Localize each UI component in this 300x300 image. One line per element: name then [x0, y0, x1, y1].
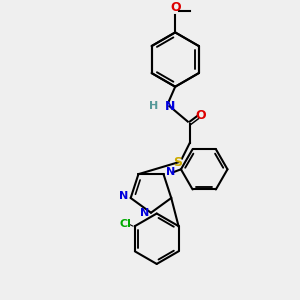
Text: N: N	[166, 167, 175, 177]
Text: S: S	[174, 156, 183, 169]
Text: Cl: Cl	[119, 219, 131, 229]
Text: O: O	[196, 109, 206, 122]
Text: N: N	[119, 191, 128, 201]
Text: N: N	[140, 208, 149, 218]
Text: H: H	[149, 101, 159, 111]
Text: O: O	[170, 1, 181, 14]
Text: N: N	[164, 100, 175, 112]
